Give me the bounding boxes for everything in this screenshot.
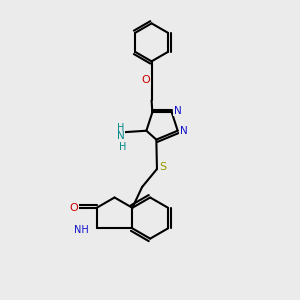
Text: O: O [142,75,150,85]
Text: NH: NH [74,225,89,235]
Text: H: H [119,142,126,152]
Text: N: N [117,131,125,141]
Text: H: H [117,124,125,134]
Text: O: O [70,203,78,213]
Text: S: S [160,162,167,172]
Text: N: N [173,106,181,116]
Text: N: N [179,126,187,136]
